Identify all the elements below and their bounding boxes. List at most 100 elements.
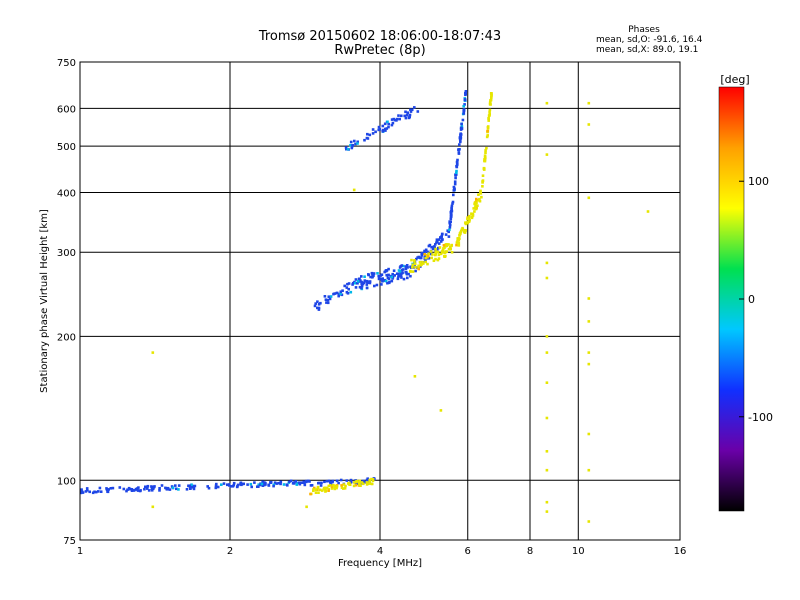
data-point — [107, 488, 110, 491]
data-point — [451, 202, 454, 205]
data-point — [449, 248, 452, 251]
data-point — [449, 217, 453, 221]
data-point — [86, 489, 89, 492]
data-point — [435, 241, 438, 244]
data-point — [448, 228, 451, 232]
data-point — [404, 267, 408, 271]
data-point — [587, 362, 591, 366]
data-point — [329, 295, 333, 298]
data-point — [440, 232, 444, 236]
data-point — [393, 118, 397, 122]
data-point — [483, 158, 486, 161]
data-point — [328, 297, 332, 301]
data-point — [165, 487, 169, 490]
data-point — [288, 480, 291, 483]
data-point — [277, 481, 280, 485]
data-point — [587, 196, 591, 200]
data-point — [459, 140, 462, 144]
data-point — [475, 204, 478, 208]
data-point — [370, 477, 373, 481]
data-point — [151, 485, 155, 489]
data-point — [326, 301, 330, 305]
data-point — [307, 479, 310, 483]
data-point — [257, 485, 260, 488]
data-point — [587, 101, 591, 105]
data-point — [411, 270, 415, 273]
data-point — [318, 488, 322, 492]
data-point — [462, 108, 466, 111]
data-point — [460, 122, 463, 126]
data-point — [420, 252, 423, 255]
data-point — [99, 490, 103, 493]
data-point — [480, 195, 483, 199]
data-point — [489, 98, 493, 102]
data-point — [309, 484, 313, 487]
data-point — [405, 264, 409, 267]
data-point — [448, 220, 451, 223]
data-point — [329, 481, 332, 484]
data-point — [317, 481, 321, 485]
data-point — [185, 488, 189, 491]
data-point — [229, 485, 233, 488]
data-point — [409, 274, 412, 278]
data-point — [443, 246, 446, 250]
data-point — [335, 486, 338, 490]
data-point — [475, 201, 478, 205]
data-point — [483, 154, 487, 157]
data-point — [257, 483, 260, 486]
data-point — [428, 243, 432, 247]
data-point — [360, 286, 363, 290]
data-point — [356, 282, 359, 285]
data-point — [384, 129, 387, 132]
data-point — [193, 484, 197, 488]
data-point — [403, 114, 406, 118]
y-tick-label: 100 — [57, 476, 76, 487]
data-point — [130, 488, 134, 491]
data-point — [412, 266, 416, 269]
data-point — [94, 490, 98, 494]
data-point — [215, 482, 218, 486]
data-point — [324, 298, 328, 301]
data-point — [488, 102, 492, 105]
data-point — [413, 375, 417, 378]
data-point — [453, 182, 457, 186]
data-point — [485, 135, 489, 139]
data-point — [385, 127, 389, 130]
data-point — [462, 109, 466, 113]
data-point — [340, 484, 343, 487]
data-point — [151, 505, 155, 509]
data-point — [387, 125, 390, 129]
data-point — [407, 272, 410, 276]
data-point — [85, 487, 89, 490]
data-point — [371, 478, 375, 481]
data-point — [442, 244, 446, 247]
colorbar-tick-label: -100 — [748, 411, 773, 424]
data-point — [486, 129, 489, 133]
data-point — [98, 486, 102, 490]
data-point — [246, 483, 249, 486]
data-point — [352, 188, 356, 192]
data-point — [207, 486, 211, 490]
data-point — [413, 262, 417, 266]
data-point — [128, 487, 132, 491]
data-point — [455, 165, 459, 169]
data-point — [368, 280, 372, 283]
data-point — [437, 246, 440, 250]
data-point — [457, 152, 461, 155]
data-point — [118, 486, 122, 489]
data-point — [158, 489, 161, 492]
phases-line-o: mean, sd,O: -91.6, 16.4 — [596, 35, 703, 45]
data-point — [381, 124, 385, 128]
data-point — [486, 127, 490, 130]
data-point — [390, 275, 393, 279]
data-point — [105, 488, 109, 491]
data-point — [317, 491, 320, 494]
data-point — [405, 113, 409, 117]
data-point — [414, 265, 417, 269]
data-point — [405, 270, 408, 274]
data-point — [313, 304, 317, 308]
y-tick-label: 300 — [57, 248, 76, 259]
data-point — [426, 262, 429, 266]
data-point — [317, 306, 321, 310]
